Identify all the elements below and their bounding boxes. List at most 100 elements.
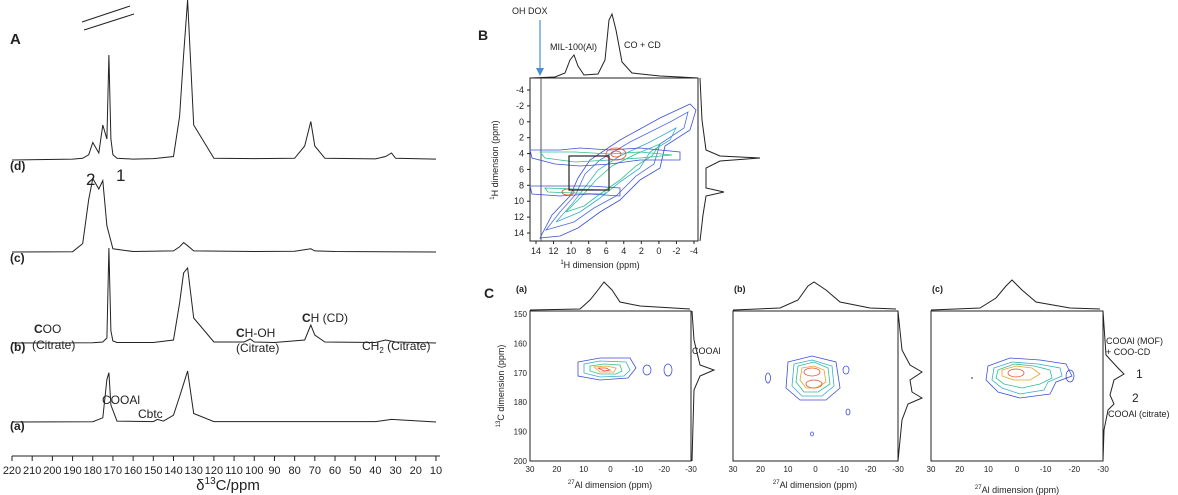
panel-c-a-top-projection: [529, 281, 691, 311]
y-tick-label: 0: [519, 117, 524, 127]
spectrum-label-d: (d): [10, 159, 25, 173]
x-tick-label: 140: [164, 465, 182, 477]
x-tick-label: -2: [672, 246, 680, 256]
x-tick-label: 60: [329, 465, 341, 477]
highlight-box: [568, 155, 610, 191]
y-tick-label: -2: [516, 101, 524, 111]
panel-letter-a: A: [10, 31, 21, 48]
x-tick-label: 20: [552, 465, 561, 474]
x-tick-label: 4: [621, 246, 626, 256]
right-peak-1-label: 1: [1136, 367, 1143, 381]
x-tick-label: 40: [369, 465, 381, 477]
panel-c-b-x-label: 27Al dimension (ppm): [773, 480, 857, 490]
spectrum-label-b: (b): [10, 340, 25, 354]
y-tick-label: 10: [514, 196, 524, 206]
x-tick-label: 110: [225, 465, 243, 477]
panel-c-c-top-projection: [930, 279, 1101, 311]
y-tick-label: 4: [519, 149, 524, 159]
panel-b-ticks: 14 12 10 8 6 4 2 0 -2 -4 -4 -2 0 2 4 6 8 10 12 14: [514, 85, 698, 256]
co-cd-label: CO + CD: [624, 40, 661, 50]
y-tick-label: 170: [514, 369, 528, 378]
coo-cd-label: + COO-CD: [1106, 347, 1151, 357]
x-tick-label: 30: [389, 465, 401, 477]
x-tick-label: 30: [729, 465, 738, 474]
x-tick-label: -30: [892, 465, 904, 474]
x-tick-label: 190: [63, 465, 81, 477]
x-tick-label: 170: [104, 465, 122, 477]
spectrum-line-d: [11, 0, 437, 161]
panel-c-label-c: (c): [932, 284, 943, 294]
spectrum-label-a: (a): [10, 419, 25, 433]
x-tick-label: 8: [586, 246, 591, 256]
panel-c-a-frame: [529, 310, 692, 462]
y-tick-label: 12: [514, 212, 524, 222]
coo-label: COO: [34, 322, 61, 336]
panel-c-cooal-label: COOAl: [692, 346, 721, 356]
ch-cd-label: CH (CD): [302, 311, 348, 325]
x-tick-label: 6: [604, 246, 609, 256]
panel-c-y-label: 13C dimension (ppm): [496, 345, 506, 428]
x-tick-label: 10: [784, 465, 793, 474]
x-tick-label: 20: [410, 465, 422, 477]
panel-c-label-a: (a): [516, 284, 527, 294]
axis-break-mark: [81, 5, 131, 23]
x-tick-label: 20: [756, 465, 765, 474]
axis-break-mark: [83, 13, 135, 31]
x-tick-label: 0: [813, 465, 818, 474]
x-tick-label: -10: [837, 465, 849, 474]
x-tick-label: 160: [124, 465, 142, 477]
panel-b-y-label: 1H dimension (ppm): [490, 120, 500, 199]
x-tick-label: 10: [430, 465, 442, 477]
x-tick-label: 10: [566, 246, 576, 256]
right-peak-2-label: 2: [1132, 391, 1139, 405]
y-tick-label: 2: [519, 133, 524, 143]
y-tick-label: 8: [519, 180, 524, 190]
choh-citrate-label: (Citrate): [236, 341, 279, 355]
x-tick-label: 2: [639, 246, 644, 256]
panel-c-c-contours: [971, 357, 1075, 399]
panel-a-spectra: [11, 0, 437, 423]
y-tick-label: 190: [514, 428, 528, 437]
y-tick-label: 150: [514, 310, 528, 319]
panel-c-a-right-projection: [691, 310, 716, 462]
x-tick-label: 120: [205, 465, 223, 477]
panel-a-x-ticks: 220 210 200 190 180 170 160 150 140 130 120 110 100 9…: [3, 456, 442, 477]
choh-label: CH-OH: [236, 326, 275, 340]
panel-c-b-contours: [765, 355, 851, 437]
cbtc-label: Cbtc: [138, 407, 163, 421]
spectrum-line-b: [11, 247, 437, 344]
x-tick-label: -20: [658, 465, 670, 474]
x-tick-label: 14: [531, 246, 541, 256]
panel-letter-b: B: [478, 27, 488, 43]
spectrum-line-a: [11, 370, 437, 423]
panel-c-c-right-projection: [1102, 310, 1125, 462]
panel-c-b-frame: [732, 310, 899, 462]
panel-c-label-b: (b): [734, 284, 746, 294]
x-tick-label: 200: [43, 465, 61, 477]
x-tick-label: 100: [245, 465, 263, 477]
peak-1-label: 1: [116, 166, 125, 185]
panel-c-ticks: 30 20 10 0 -10 -20 -30 30 20 10 0 -10 -20 -30 30 20 10 0 -…: [514, 310, 1110, 474]
y-tick-label: 6: [519, 164, 524, 174]
x-tick-label: 130: [185, 465, 203, 477]
x-tick-label: 70: [309, 465, 321, 477]
y-tick-label: 180: [514, 398, 528, 407]
panel-c-c-frame: [930, 310, 1104, 462]
panel-c-a-x-label: 27Al dimension (ppm): [568, 480, 652, 490]
peak-2-label: 2: [86, 170, 95, 189]
spectrum-label-c: (c): [10, 251, 25, 265]
panel-a-x-label: δ13C/ppm: [196, 476, 260, 494]
cooal-citrate-label: COOAl (citrate): [1108, 409, 1170, 419]
panel-c-b-right-projection: [897, 310, 924, 462]
x-tick-label: -10: [1040, 465, 1052, 474]
panel-b-right-projection: [699, 77, 761, 242]
panel-letter-c: C: [484, 285, 494, 301]
panel-b-contours: [529, 103, 697, 239]
y-tick-label: -4: [516, 85, 524, 95]
x-tick-label: 180: [84, 465, 102, 477]
x-tick-label: 10: [984, 465, 993, 474]
x-tick-label: -20: [1069, 465, 1081, 474]
y-tick-label: 14: [514, 228, 524, 238]
x-tick-label: 12: [549, 246, 559, 256]
